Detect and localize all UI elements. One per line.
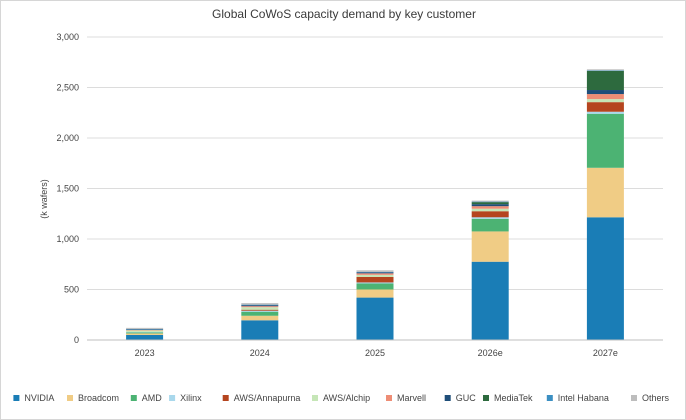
bar-segment bbox=[586, 102, 624, 112]
bar-segment bbox=[471, 200, 509, 202]
bars bbox=[126, 69, 624, 340]
y-tick-label: 500 bbox=[64, 285, 79, 295]
bar-segment bbox=[241, 305, 279, 307]
bar-segment bbox=[356, 272, 394, 274]
bar-segment bbox=[126, 332, 164, 334]
bar-segment bbox=[356, 289, 394, 298]
y-tick-label: 3,000 bbox=[56, 32, 79, 42]
bar-segment bbox=[471, 218, 509, 232]
y-tick-label: 1,500 bbox=[56, 184, 79, 194]
bar-segment bbox=[356, 283, 394, 290]
legend-swatch bbox=[130, 395, 137, 401]
bar-segment bbox=[241, 310, 279, 312]
bar-segment bbox=[586, 69, 624, 71]
gridlines bbox=[87, 36, 663, 290]
bar-segment bbox=[586, 70, 624, 71]
bar-segment bbox=[471, 231, 509, 262]
bar-segment bbox=[471, 208, 509, 212]
legend-label: NVIDIA bbox=[24, 393, 54, 403]
bar-segment bbox=[126, 331, 164, 333]
bar-segment bbox=[471, 217, 509, 219]
bar-segment bbox=[356, 274, 394, 277]
legend-label: Broadcom bbox=[78, 393, 119, 403]
legend: NVIDIA Broadcom AMD Xilinx AWS/Annapurna AWS/… bbox=[13, 393, 670, 403]
x-axis-ticks: 2023 2024 2025 2026e 2027e bbox=[135, 348, 618, 358]
x-tick-label: 2025 bbox=[365, 348, 385, 358]
y-tick-label: 2,000 bbox=[56, 133, 79, 143]
bar-segment bbox=[586, 90, 624, 95]
bar-segment bbox=[356, 271, 394, 273]
bar-segment bbox=[471, 211, 509, 218]
bar-segment bbox=[241, 309, 279, 311]
legend-swatch bbox=[631, 395, 637, 401]
bar-segment bbox=[126, 329, 164, 330]
bar-segment bbox=[241, 304, 279, 306]
legend-label: AMD bbox=[142, 393, 163, 403]
bar-segment bbox=[126, 334, 164, 340]
legend-label: GUC bbox=[456, 393, 477, 403]
y-tick-label: 0 bbox=[74, 335, 79, 345]
bar-segment bbox=[356, 282, 394, 284]
legend-label: Marvell bbox=[397, 393, 426, 403]
y-tick-label: 1,000 bbox=[56, 234, 79, 244]
legend-swatch bbox=[483, 395, 489, 401]
x-tick-label: 2023 bbox=[135, 348, 155, 358]
bar-segment bbox=[586, 113, 624, 168]
bar-segment bbox=[586, 167, 624, 218]
bar-segment bbox=[241, 315, 279, 321]
bar-segment bbox=[126, 327, 164, 329]
bar-segment bbox=[471, 261, 509, 340]
bar-segment bbox=[471, 201, 509, 203]
bar-segment bbox=[126, 329, 164, 331]
legend-swatch bbox=[169, 395, 176, 401]
legend-swatch bbox=[386, 395, 392, 401]
bar-segment bbox=[241, 311, 279, 316]
bar-segment bbox=[586, 111, 624, 114]
bar-segment bbox=[241, 306, 279, 308]
bar-segment bbox=[471, 206, 509, 209]
legend-swatch bbox=[546, 395, 553, 401]
bar-segment bbox=[356, 297, 394, 340]
x-tick-label: 2027e bbox=[593, 348, 618, 358]
bar-segment bbox=[586, 94, 624, 100]
bar-segment bbox=[586, 70, 624, 91]
chart-title: Global CoWoS capacity demand by key cust… bbox=[212, 7, 476, 21]
y-tick-label: 2,500 bbox=[56, 83, 79, 93]
legend-swatch bbox=[444, 395, 451, 401]
bar-segment bbox=[241, 303, 279, 305]
bar-segment bbox=[126, 330, 164, 332]
legend-swatch bbox=[222, 395, 229, 401]
bar-segment bbox=[356, 273, 394, 275]
legend-label: MediaTek bbox=[494, 393, 533, 403]
bar-segment bbox=[586, 217, 624, 340]
y-axis-ticks: 0 500 1,000 1,500 2,000 2,500 3,000 bbox=[56, 32, 79, 345]
legend-label: AWS/Annapurna bbox=[234, 393, 301, 403]
bar-segment bbox=[126, 333, 164, 335]
bar-segment bbox=[241, 307, 279, 310]
bar-segment bbox=[356, 276, 394, 283]
legend-label: Intel Habana bbox=[558, 393, 609, 403]
legend-swatch bbox=[13, 395, 20, 401]
bar-segment bbox=[471, 204, 509, 207]
legend-label: Xilinx bbox=[180, 393, 202, 403]
x-tick-label: 2024 bbox=[250, 348, 270, 358]
legend-swatch bbox=[312, 395, 318, 401]
y-axis-title: (k wafers) bbox=[39, 179, 49, 219]
bar-segment bbox=[471, 202, 509, 205]
legend-label: AWS/Alchip bbox=[323, 393, 370, 403]
bar-segment bbox=[356, 270, 394, 272]
legend-label: Others bbox=[642, 393, 670, 403]
bar-segment bbox=[241, 320, 279, 340]
legend-swatch bbox=[67, 395, 73, 401]
x-tick-label: 2026e bbox=[478, 348, 503, 358]
bar-segment bbox=[586, 99, 624, 103]
bar-segment bbox=[126, 328, 164, 330]
